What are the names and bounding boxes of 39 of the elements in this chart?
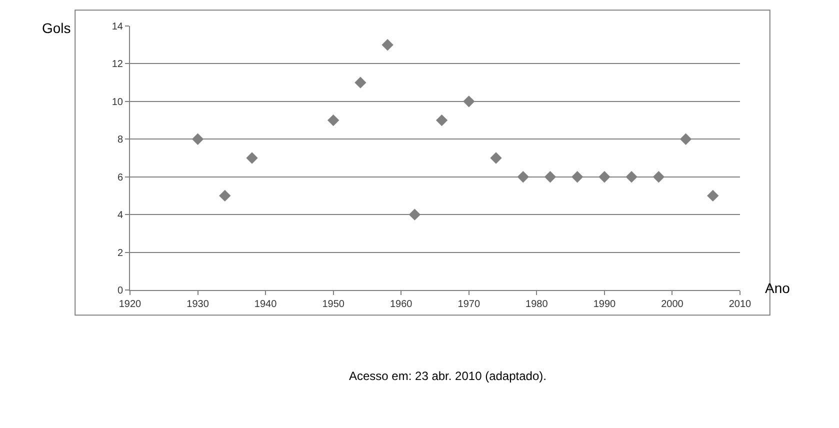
point: [652, 171, 665, 183]
text: Acesso em: 23 abr. 2010 (adaptado).: [349, 369, 546, 383]
y-tick-label: 2: [117, 248, 124, 259]
point: [680, 133, 692, 145]
x-tick-label: 2010: [728, 299, 752, 310]
point: [463, 96, 475, 108]
point: [598, 171, 610, 183]
point: [436, 114, 448, 126]
point: [246, 152, 258, 164]
x-tick-label: 1990: [593, 299, 616, 310]
x-tick-label: 1960: [390, 299, 413, 310]
y-tick-label: 8: [117, 134, 124, 146]
y-tick-label: 6: [117, 172, 124, 184]
y-tick-label: 0: [117, 286, 124, 296]
y-axis-title: Gols: [42, 20, 71, 36]
x-axis-title: Ano: [765, 280, 790, 296]
point: [544, 171, 556, 183]
x-tick-label: 2000: [661, 299, 684, 310]
x-tick-label: 1940: [254, 299, 278, 310]
point: [517, 171, 529, 183]
point: [382, 39, 394, 51]
point: [408, 208, 421, 220]
y-tick-label: 4: [117, 210, 124, 222]
point: [490, 152, 502, 164]
y-tick-label: 12: [112, 59, 124, 70]
x-tick-label: 1930: [186, 299, 210, 310]
point: [354, 76, 366, 88]
y-tick-label: 14: [112, 22, 124, 32]
x-tick-label: 1970: [458, 299, 480, 310]
point: [327, 114, 340, 126]
x-tick-label: 1980: [526, 299, 548, 310]
point: [707, 190, 719, 202]
x-tick-label: 1920: [118, 299, 142, 310]
point: [626, 171, 638, 183]
point: [571, 171, 584, 183]
y-tick-label: 10: [112, 96, 124, 108]
point: [219, 190, 231, 202]
x-tick-label: 1950: [322, 299, 345, 310]
point: [192, 133, 204, 145]
